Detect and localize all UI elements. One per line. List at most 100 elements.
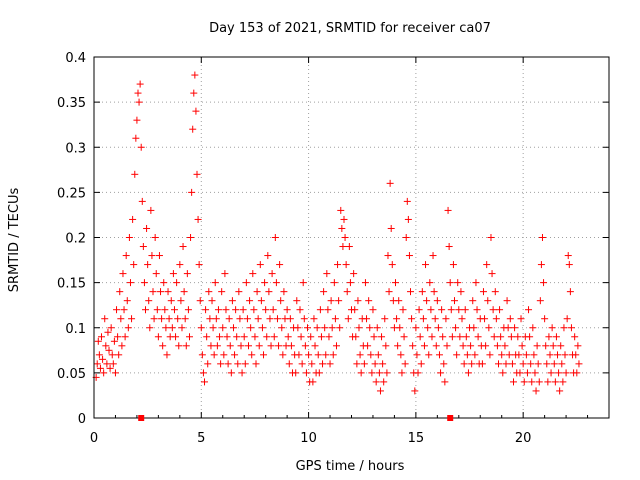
- data-point: [379, 360, 387, 368]
- data-point: [267, 342, 275, 350]
- data-point: [209, 324, 217, 332]
- data-point: [102, 342, 110, 350]
- data-point: [443, 342, 451, 350]
- data-point: [382, 342, 390, 350]
- data-point: [486, 351, 494, 359]
- data-point: [223, 333, 231, 341]
- data-point: [279, 351, 287, 359]
- data-point: [214, 306, 222, 314]
- data-point: [150, 315, 158, 323]
- data-point: [125, 234, 133, 241]
- data-point: [269, 306, 277, 314]
- data-point: [469, 297, 477, 305]
- data-point: [211, 279, 219, 287]
- data-point: [560, 324, 568, 332]
- data-point: [346, 279, 354, 287]
- data-point: [356, 351, 364, 359]
- data-point: [99, 355, 107, 363]
- data-point: [320, 288, 328, 296]
- data-point: [145, 297, 153, 305]
- data-point: [316, 306, 324, 314]
- data-point: [191, 71, 199, 79]
- data-point: [431, 315, 439, 323]
- data-point: [461, 306, 469, 314]
- data-point: [492, 315, 500, 323]
- data-point: [546, 351, 554, 359]
- data-point: [315, 369, 323, 377]
- data-point: [562, 369, 570, 377]
- data-point: [430, 288, 438, 296]
- data-point: [405, 252, 413, 260]
- data-point: [373, 324, 381, 332]
- data-point: [424, 324, 432, 332]
- data-point: [429, 252, 437, 260]
- data-point: [189, 125, 197, 133]
- data-point: [238, 369, 246, 377]
- data-point: [491, 288, 499, 296]
- data-point: [194, 215, 202, 223]
- data-point: [298, 360, 306, 368]
- data-point: [386, 179, 394, 187]
- data-point: [425, 351, 433, 359]
- data-point: [561, 351, 569, 359]
- data-point: [413, 351, 421, 359]
- data-point: [511, 324, 519, 332]
- data-point: [302, 369, 310, 377]
- data-point: [119, 270, 127, 278]
- data-point: [110, 337, 118, 345]
- data-point: [440, 360, 448, 368]
- data-point: [193, 170, 201, 178]
- data-point: [181, 315, 189, 323]
- axis-marker: [138, 415, 145, 421]
- data-point: [109, 360, 117, 368]
- data-point: [391, 279, 399, 287]
- data-point: [441, 378, 449, 386]
- data-point: [271, 234, 279, 241]
- data-point: [251, 333, 259, 341]
- data-point: [342, 261, 350, 269]
- data-point: [220, 351, 228, 359]
- chart-title: Day 153 of 2021, SRMTID for receiver ca0…: [209, 21, 491, 36]
- data-point: [518, 342, 526, 350]
- data-point: [412, 324, 420, 332]
- data-point: [266, 315, 274, 323]
- data-point: [526, 333, 534, 341]
- x-tick-label: 5: [197, 431, 205, 446]
- data-point: [136, 80, 144, 88]
- data-point: [352, 333, 360, 341]
- data-point: [116, 288, 124, 296]
- data-point: [532, 387, 540, 395]
- data-point: [176, 261, 184, 269]
- data-point: [248, 351, 256, 359]
- data-point: [364, 342, 372, 350]
- data-point: [235, 288, 243, 296]
- data-point: [314, 351, 322, 359]
- data-point: [530, 351, 538, 359]
- data-point: [385, 288, 393, 296]
- data-point: [535, 378, 543, 386]
- data-point: [278, 324, 286, 332]
- data-point: [551, 378, 559, 386]
- data-point: [121, 333, 129, 341]
- data-point: [249, 270, 257, 278]
- data-point: [330, 279, 338, 287]
- data-point: [434, 324, 442, 332]
- data-point: [264, 252, 272, 260]
- data-point: [446, 279, 454, 287]
- data-point: [276, 261, 284, 269]
- data-point: [202, 306, 210, 314]
- data-point: [280, 288, 288, 296]
- data-point: [453, 351, 461, 359]
- data-point: [559, 378, 567, 386]
- data-point: [297, 333, 305, 341]
- data-point: [313, 324, 321, 332]
- data-point: [467, 342, 475, 350]
- data-point: [418, 288, 426, 296]
- data-point: [322, 351, 330, 359]
- data-point: [449, 261, 457, 269]
- data-point: [129, 215, 137, 223]
- data-point: [182, 342, 190, 350]
- data-point: [575, 360, 583, 368]
- data-point: [374, 351, 382, 359]
- data-point: [433, 297, 441, 305]
